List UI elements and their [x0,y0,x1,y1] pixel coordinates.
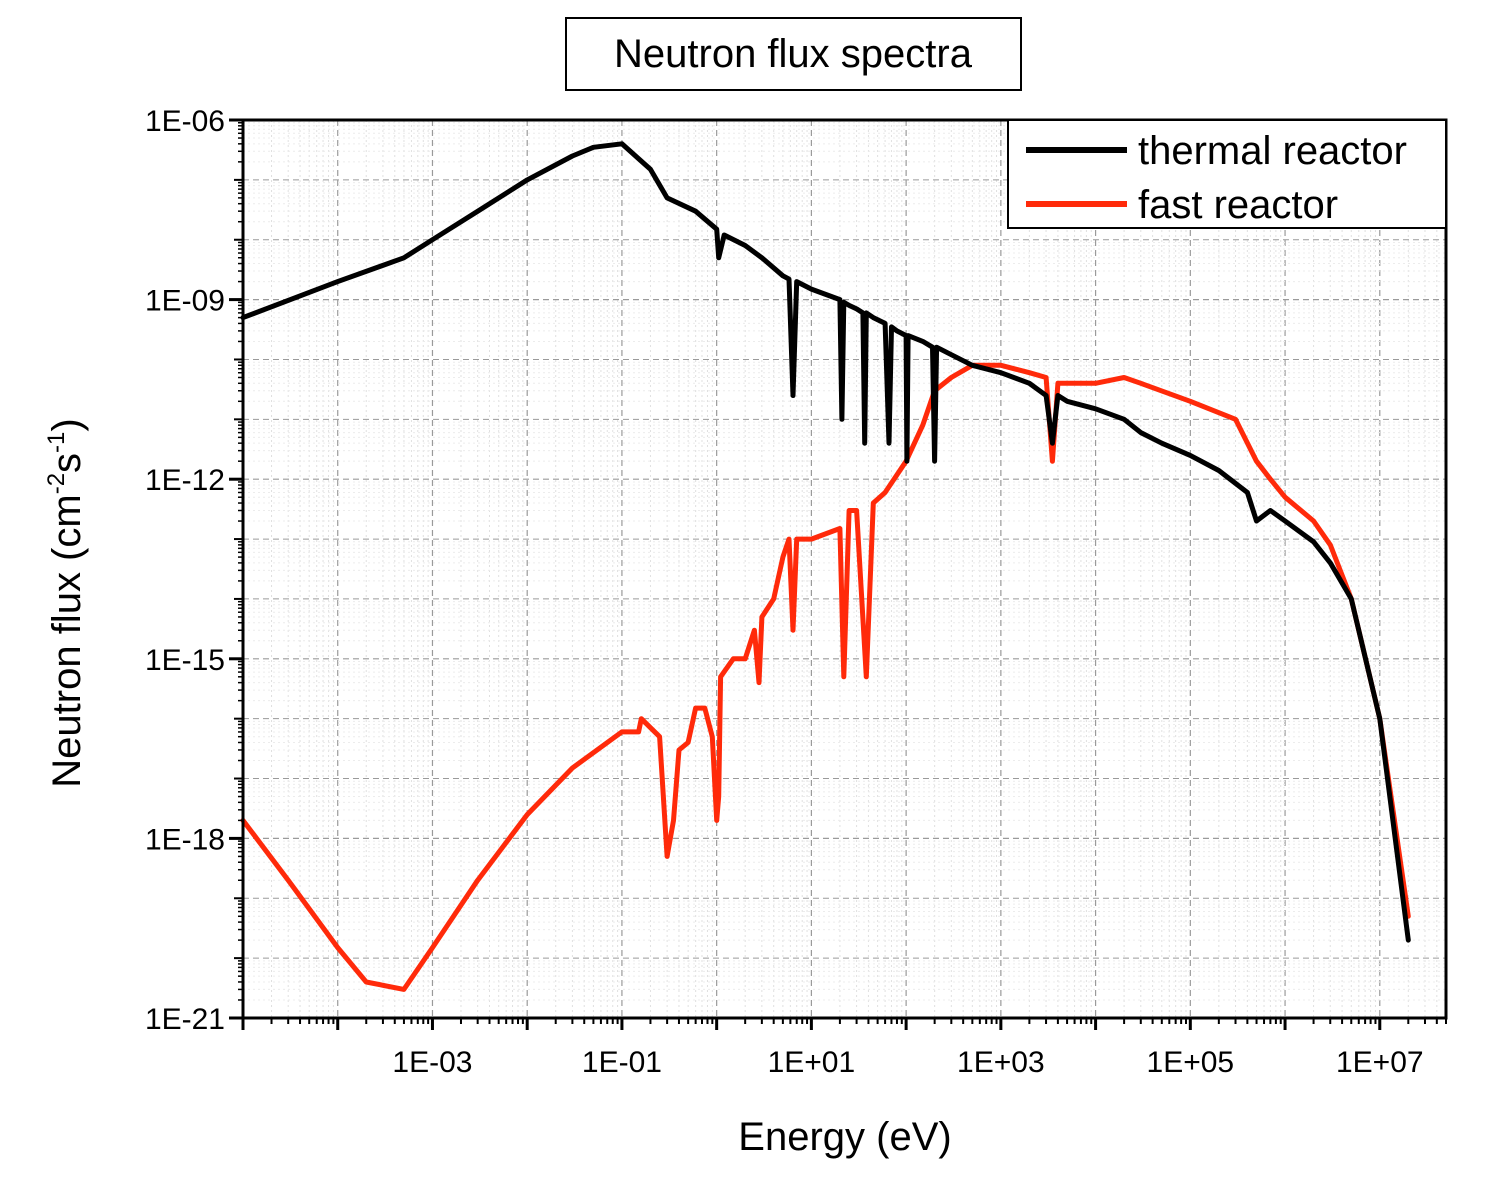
plot-frame [241,118,1448,1020]
x-tick-label: 1E-03 [392,1046,472,1079]
x-axis-title: Energy (eV) [738,1115,951,1159]
x-tick-label: 1E-01 [582,1046,662,1079]
y-tick-label: 1E-09 [145,285,225,318]
series-line-fast-reactor [240,362,1411,992]
legend-label-fast: fast reactor [1138,183,1338,227]
x-tick-label: 1E+03 [957,1046,1045,1079]
grid [242,119,1447,1019]
x-axis-ticks: 1E-03 1E-01 1E+01 1E+03 1E+05 1E+07 [241,1018,1447,1079]
legend-label-thermal: thermal reactor [1138,129,1407,173]
y-axis-title-end: ) [45,418,89,431]
chart-title-frame [565,17,1022,91]
chart-title-box: Neutron flux spectra [565,17,1022,91]
legend: thermal reactor fast reactor [1007,119,1447,229]
x-tick-label: 1E+07 [1336,1046,1424,1079]
legend-frame [1007,119,1447,229]
y-tick-label: 1E-18 [145,823,225,856]
y-axis-title-mid: s [45,453,89,473]
x-tick-label: 1E+01 [768,1046,856,1079]
plot-area: 1E-03 1E-01 1E+01 1E+03 1E+05 1E+07 1E-21 1E-1… [145,105,1448,1079]
y-tick-label: 1E-15 [145,644,225,677]
y-axis-ticks: 1E-21 1E-18 1E-15 1E-12 1E-09 1E-06 [145,105,243,1036]
y-axis-title: Neutron flux (cm-2s-1) [43,418,89,787]
y-tick-label: 1E-06 [145,105,225,138]
y-tick-label: 1E-12 [145,464,225,497]
y-axis-title-exp2: -1 [43,432,70,453]
series-line-thermal-reactor [240,141,1411,943]
x-tick-label: 1E+05 [1147,1046,1235,1079]
chart-title: Neutron flux spectra [614,32,973,76]
y-tick-label: 1E-21 [145,1003,225,1036]
y-axis-title-exp1: -2 [43,473,70,494]
y-axis-title-main: Neutron flux (cm [45,494,89,787]
series-layer [240,141,1411,992]
